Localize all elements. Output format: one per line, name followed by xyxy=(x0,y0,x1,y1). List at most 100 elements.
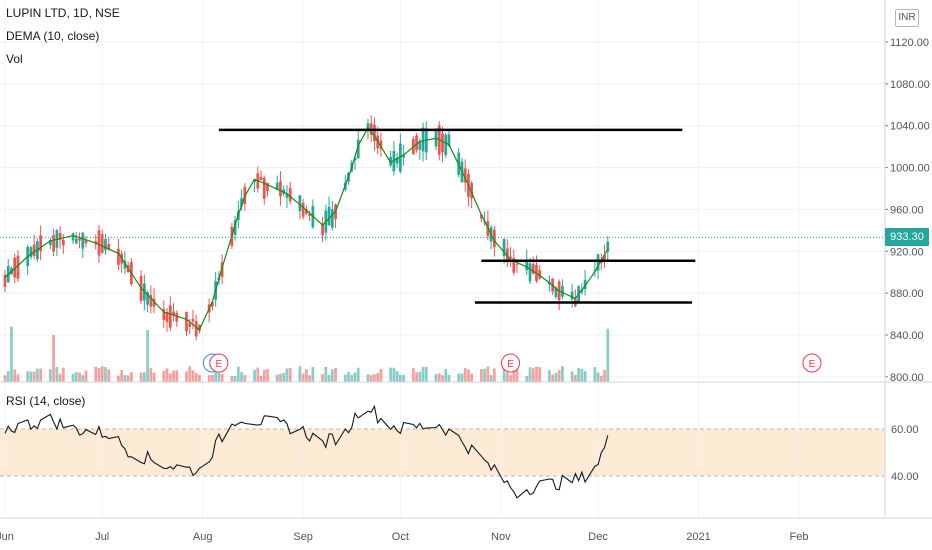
volume-bar xyxy=(525,375,529,382)
volume-bar xyxy=(149,368,153,382)
candle-body xyxy=(379,140,383,150)
volume-bar xyxy=(253,369,256,382)
volume-bar xyxy=(256,367,260,382)
candle-body xyxy=(3,274,7,287)
volume-bar xyxy=(411,368,415,382)
volume-bar xyxy=(434,374,438,382)
volume-bar xyxy=(198,374,201,382)
volume-bar xyxy=(483,368,486,382)
volume-bar xyxy=(10,326,13,382)
candle-body xyxy=(188,323,192,327)
candle-body xyxy=(301,202,305,217)
volume-bar xyxy=(347,371,350,382)
volume-bar xyxy=(424,366,428,382)
volume-bar xyxy=(220,373,224,382)
candle-body xyxy=(78,237,81,241)
candle-body xyxy=(146,292,149,305)
volume-bar xyxy=(97,368,101,382)
volume-bar xyxy=(36,368,39,382)
volume-bar xyxy=(366,374,370,382)
volume-bar xyxy=(71,373,75,382)
currency-badge[interactable]: INR xyxy=(895,9,919,27)
volume-bar xyxy=(551,374,555,382)
volume-bar xyxy=(353,372,357,382)
candle-body xyxy=(356,139,360,158)
candle-body xyxy=(233,220,237,235)
volume-bar xyxy=(324,366,328,382)
candle-body xyxy=(198,324,201,331)
dema-legend[interactable]: DEMA (10, close) xyxy=(6,29,100,43)
volume-bar xyxy=(120,370,124,382)
volume-bar xyxy=(301,373,305,382)
volume-bar xyxy=(6,371,10,382)
volume-bar xyxy=(457,373,461,382)
candle-body xyxy=(399,143,402,172)
volume-bar xyxy=(259,375,263,382)
event-marker-icon xyxy=(501,353,521,373)
candle-body xyxy=(175,312,179,322)
volume-bar xyxy=(13,369,17,382)
event-marker-label: E xyxy=(216,359,223,370)
rsi-tick-label: 40.00 xyxy=(891,471,919,483)
candle-body xyxy=(107,244,111,249)
volume-bar xyxy=(55,367,59,382)
volume-bar xyxy=(311,366,315,382)
y-tick-label: 1080.00 xyxy=(890,79,930,91)
volume-bar xyxy=(470,373,474,382)
volume-bar xyxy=(603,369,606,382)
candle-body xyxy=(162,309,166,320)
volume-bar xyxy=(243,375,247,382)
volume-bar xyxy=(240,372,243,382)
volume-bar xyxy=(444,369,448,382)
candle-body xyxy=(298,195,302,212)
x-tick-label: Jun xyxy=(0,531,14,543)
volume-bar xyxy=(16,374,20,382)
candle-body xyxy=(603,254,606,262)
volume-bar xyxy=(130,372,133,382)
volume-bar xyxy=(402,375,405,382)
volume-bar xyxy=(188,366,192,382)
volume-bar xyxy=(74,371,78,382)
candle-body xyxy=(71,233,75,241)
volume-bar xyxy=(392,367,396,382)
volume-bar xyxy=(599,375,603,382)
y-tick-label: 920.00 xyxy=(890,246,924,258)
volume-bar xyxy=(489,374,493,382)
volume-bar xyxy=(376,373,380,382)
y-tick-label: 840.00 xyxy=(890,330,924,342)
volume-bar xyxy=(509,375,512,382)
candle-body xyxy=(570,291,574,300)
candle-body xyxy=(327,206,331,226)
candle-body xyxy=(480,214,483,219)
candle-body xyxy=(172,311,175,316)
candle-body xyxy=(402,154,405,158)
rsi-legend[interactable]: RSI (14, close) xyxy=(6,394,86,408)
candle-body xyxy=(308,214,311,216)
volume-bar xyxy=(207,375,211,382)
x-tick-label: Dec xyxy=(588,531,608,543)
candle-body xyxy=(253,179,256,182)
volume-bar xyxy=(463,367,467,382)
volume-bar xyxy=(531,368,535,382)
candle-body xyxy=(441,133,444,153)
x-tick-label: Oct xyxy=(392,531,409,543)
volume-bar xyxy=(502,368,506,382)
volume-bar xyxy=(288,367,292,382)
volume-bar xyxy=(486,366,490,382)
symbol-title[interactable]: LUPIN LTD, 1D, NSE xyxy=(6,6,120,20)
volume-legend[interactable]: Vol xyxy=(6,52,23,66)
volume-bar xyxy=(185,371,188,382)
candle-body xyxy=(395,157,399,164)
last-price-label: 933.30 xyxy=(885,228,929,247)
volume-bar xyxy=(418,371,422,382)
volume-bar xyxy=(3,375,7,382)
rsi-band xyxy=(0,429,885,476)
candle-body xyxy=(104,239,107,251)
x-tick-label: Jul xyxy=(95,531,109,543)
volume-bar xyxy=(437,373,441,382)
candle-body xyxy=(149,295,153,307)
candle-body xyxy=(415,135,418,151)
volume-bar xyxy=(327,375,331,382)
y-tick-label: 800.00 xyxy=(890,372,924,384)
